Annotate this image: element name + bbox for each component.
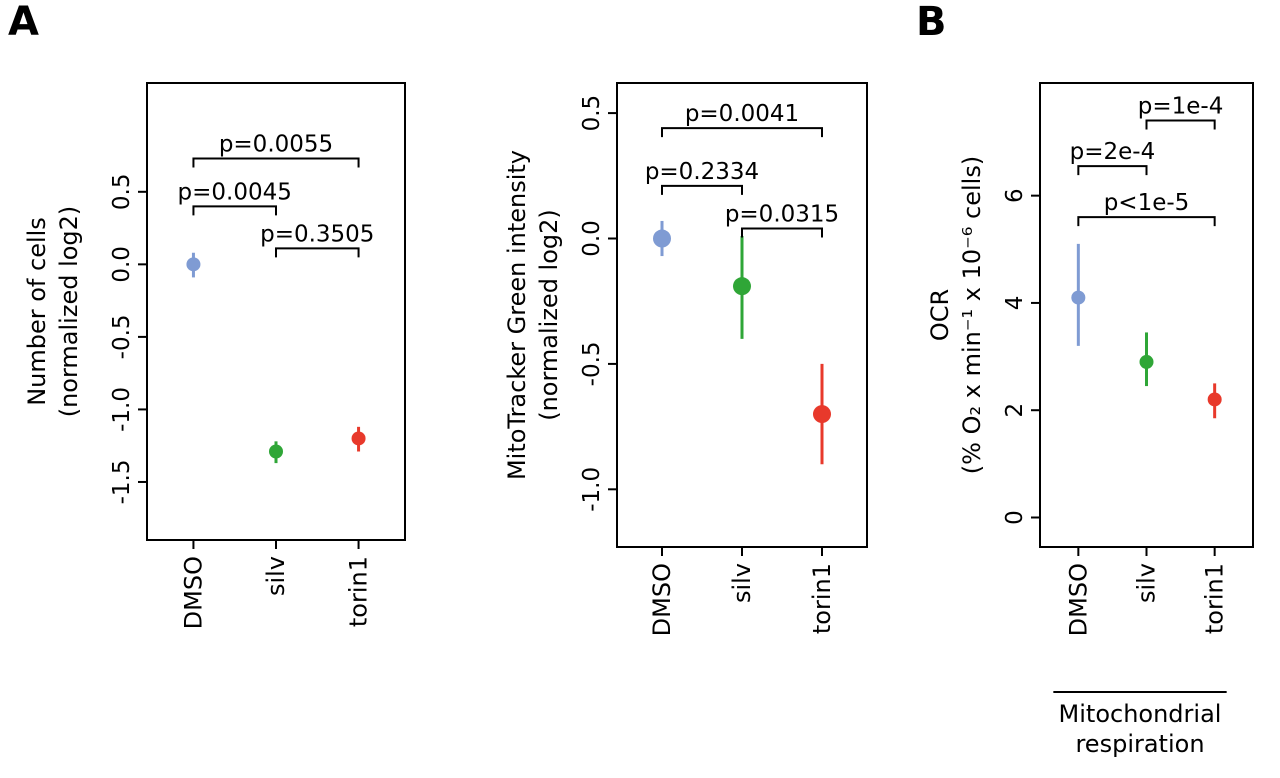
y-tick-label: 4 <box>1002 296 1028 311</box>
chart-number-of-cells: Number of cells (normalized log2) 0.5 0.0 -0… <box>23 82 406 629</box>
point-silv <box>269 444 283 459</box>
significance-bracket <box>1077 165 1148 176</box>
x-category-label: DMSO <box>1064 563 1092 636</box>
y-tick-label: 2 <box>1002 403 1028 418</box>
significance-bracket <box>1145 119 1216 130</box>
chart-mitotracker-green-intensity: MitoTracker Green intensity (normalized l… <box>503 82 868 636</box>
y-tick-label: -0.5 <box>109 314 135 359</box>
significance-bracket <box>192 157 360 168</box>
x-category-label: silv <box>728 563 756 603</box>
y-axis-title-line: (normalized log2) <box>535 209 563 421</box>
p-value-label: p=0.0041 <box>685 101 799 127</box>
y-tick-label: -1.0 <box>579 467 605 512</box>
x-category-label: torin1 <box>345 556 373 627</box>
y-tick-label: -0.5 <box>579 341 605 386</box>
point-DMSO <box>653 229 671 248</box>
significance-bracket <box>661 127 823 138</box>
p-value-label: p=0.2334 <box>645 159 759 185</box>
y-axis-title-line: (% O₂ x min⁻¹ x 10⁻⁶ cells) <box>958 156 986 474</box>
y-axis-title-line: OCR <box>926 289 954 341</box>
x-category-label: DMSO <box>179 556 207 629</box>
x-category-label: torin1 <box>1201 563 1229 634</box>
y-tick-label: 0 <box>1002 510 1028 525</box>
significance-bracket <box>192 205 277 216</box>
x-category-label: DMSO <box>648 563 676 636</box>
y-tick-label: 0.5 <box>579 95 605 132</box>
x-category-label: torin1 <box>808 563 836 634</box>
p-value-label: p=0.0055 <box>219 131 333 157</box>
p-value-label: p=0.0315 <box>725 201 839 227</box>
point-torin1 <box>1207 392 1222 407</box>
significance-bracket <box>661 184 743 195</box>
y-tick-label: 6 <box>1002 188 1028 203</box>
point-torin1 <box>813 405 831 424</box>
p-value-label: p=0.3505 <box>260 221 374 247</box>
y-tick-label: 0.0 <box>579 220 605 257</box>
y-axis-title-line: (normalized log2) <box>55 206 83 418</box>
y-tick-label: 0.5 <box>109 174 135 211</box>
y-axis-title-line: Number of cells <box>23 217 51 406</box>
y-tick-label: 0.0 <box>109 246 135 283</box>
p-value-label: p=2e-4 <box>1070 139 1156 165</box>
y-tick-label: -1.0 <box>109 387 135 432</box>
significance-bracket <box>1077 216 1216 227</box>
y-tick-label: -1.5 <box>109 460 135 505</box>
point-torin1 <box>351 431 366 446</box>
point-silv <box>1139 354 1154 369</box>
panel-label-b: B <box>916 0 947 45</box>
p-value-label: p=0.0045 <box>178 179 292 205</box>
x-category-label: silv <box>1133 563 1161 603</box>
significance-bracket <box>741 227 823 238</box>
point-silv <box>733 277 751 296</box>
p-value-label: p=1e-4 <box>1138 94 1224 120</box>
panel-label-a: A <box>8 0 39 45</box>
point-DMSO <box>1071 290 1086 305</box>
group-label-line: respiration <box>1075 730 1204 758</box>
p-value-label: p<1e-5 <box>1104 190 1190 216</box>
y-axis-title-line: MitoTracker Green intensity <box>503 150 531 480</box>
chart-ocr: OCR (% O₂ x min⁻¹ x 10⁻⁶ cells) 0 2 4 6 DMSO si… <box>926 82 1254 758</box>
point-DMSO <box>186 257 201 272</box>
group-label-line: Mitochondrial <box>1059 700 1222 728</box>
x-category-label: silv <box>262 556 290 596</box>
significance-bracket <box>275 247 360 258</box>
